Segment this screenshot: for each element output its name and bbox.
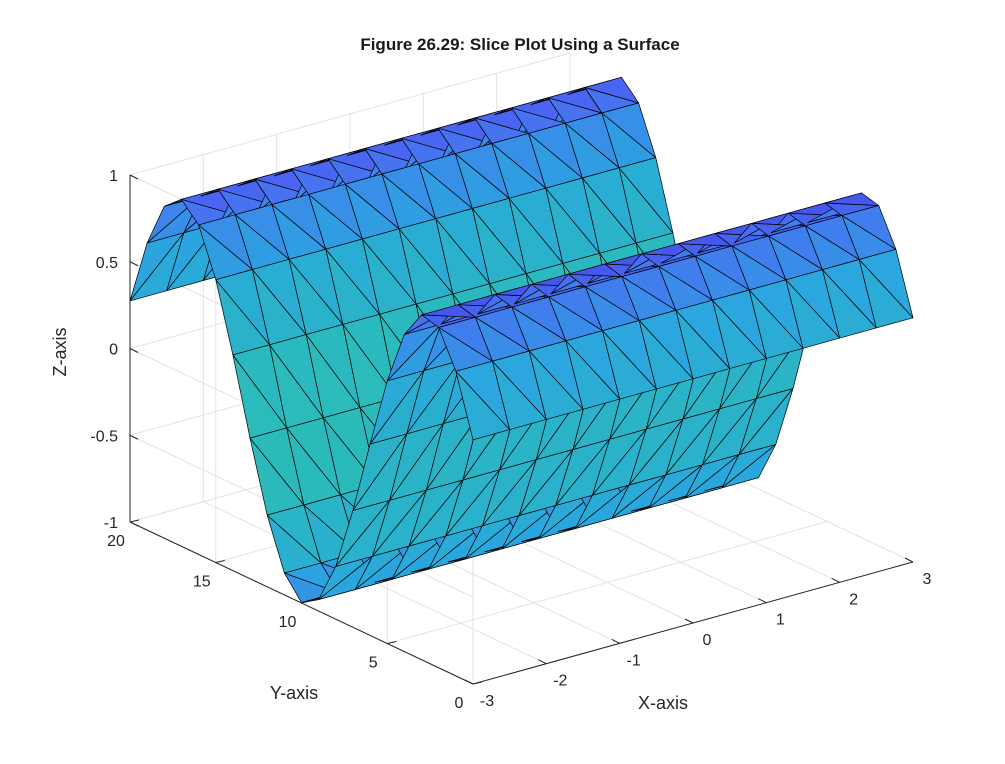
x-tick-mark <box>758 598 767 604</box>
surface-facet <box>841 205 897 250</box>
z-tick-label: 0.5 <box>96 255 118 272</box>
x-tick-label: -3 <box>480 693 494 710</box>
y-tick-label: 0 <box>455 695 464 712</box>
z-tick-label: -0.5 <box>90 428 118 445</box>
surface-facet <box>528 350 584 420</box>
z-tick-label: -1 <box>104 515 118 532</box>
axes <box>129 174 914 685</box>
y-tick-label: 10 <box>279 614 297 631</box>
surface-facet <box>565 340 621 410</box>
y-tick-label: 20 <box>107 533 125 550</box>
x-tick-label: 2 <box>849 591 858 608</box>
surface-facet <box>584 76 639 104</box>
x-tick-label: -1 <box>627 652 641 669</box>
surface-facet <box>721 444 777 489</box>
x-tick-label: -2 <box>553 673 567 690</box>
surface-facet <box>738 388 794 455</box>
x-axis-label: X-axis <box>638 693 688 713</box>
x-tick-mark <box>538 659 547 665</box>
x-tick-mark <box>831 577 840 583</box>
z-tick-mark <box>129 521 139 527</box>
surface-facet <box>755 321 811 399</box>
surface-facet <box>675 309 731 380</box>
chart-title: Figure 26.29: Slice Plot Using a Surface <box>360 35 679 54</box>
surface-facet <box>824 192 880 206</box>
y-tick-label: 5 <box>369 655 378 672</box>
surface-facet <box>785 279 841 349</box>
y-tick-mark <box>387 641 397 644</box>
y-tick-mark <box>129 519 140 523</box>
y-axis-label: Y-axis <box>270 683 318 703</box>
x-tick-mark <box>684 618 694 624</box>
y-tick-label: 15 <box>193 574 211 591</box>
z-axis-label: Z-axis <box>50 328 70 377</box>
surface-facet <box>601 102 657 159</box>
z-tick-mark <box>129 434 139 440</box>
x-tick-label: 3 <box>923 571 932 588</box>
surface-facet <box>858 248 914 319</box>
z-tick-mark <box>129 174 139 180</box>
grid-line-y-floor <box>387 521 828 644</box>
x-tick-mark <box>464 679 474 685</box>
z-tick-label: 1 <box>109 168 118 185</box>
x-tick-mark <box>611 638 620 644</box>
surface-facet <box>748 289 804 359</box>
z-tick-label: 0 <box>109 342 118 359</box>
x-tick-label: 0 <box>703 632 712 649</box>
z-tick-mark <box>129 348 139 353</box>
surface-facet <box>638 320 694 390</box>
z-tick-mark <box>129 261 139 267</box>
surface-facet <box>618 157 674 234</box>
y-tick-mark <box>301 600 311 604</box>
x-tick-label: 1 <box>776 612 785 629</box>
y-tick-mark <box>215 560 225 563</box>
x-tick-mark <box>904 557 914 563</box>
y-tick-mark <box>472 681 483 685</box>
surface <box>129 76 914 603</box>
